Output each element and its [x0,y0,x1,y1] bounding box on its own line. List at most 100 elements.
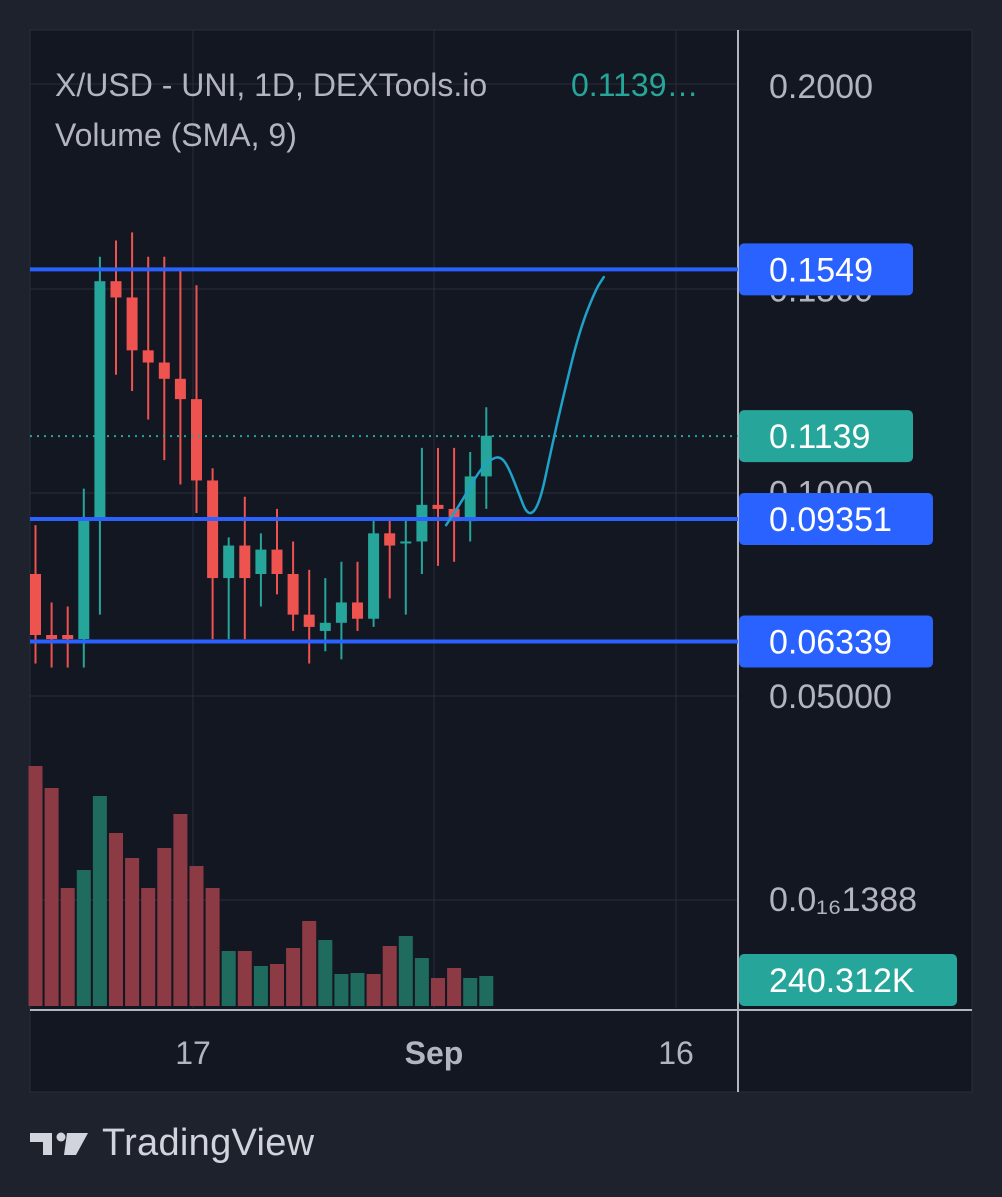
candle-body [303,614,315,627]
candle-body [464,476,476,522]
tradingview-logo-icon [30,1132,88,1155]
candle-body [400,541,412,544]
price-scale-label: 0.05000 [769,678,892,716]
volume-bar [205,888,220,1006]
volume-bar [28,766,43,1006]
candle-body [62,634,74,640]
brand: TradingView [30,1118,314,1168]
volume-bar [76,870,91,1006]
volume-scale-label: 0.0₁₆1388 [769,881,917,919]
volume-bar [44,788,59,1006]
candle-body [368,533,380,619]
candle [303,569,315,664]
last-volume-tag-bg [739,954,957,1006]
candle [432,447,444,566]
volume-bar [157,848,172,1006]
candle [46,602,58,668]
volume-bar [382,946,397,1006]
candle-body [352,602,363,619]
volume-bar [447,968,462,1006]
candle-body [271,549,283,574]
candle-body [335,602,347,623]
candle-body [158,362,170,379]
trend-drawing[interactable] [444,275,606,527]
hline-price-tag[interactable]: 0.09351 [739,493,933,546]
candle-body [174,378,186,400]
candle-body [30,573,41,635]
hline-price-tag[interactable]: 0.06339 [739,615,933,668]
volume-bars [28,766,494,1006]
candle [352,561,363,631]
volume-bar [189,866,204,1006]
candle-body [255,549,267,574]
volume-bar [221,951,236,1006]
time-scale-label: Sep [405,1035,464,1071]
candle-body [110,281,122,298]
volume-bar [463,978,478,1006]
candle-body [94,281,106,518]
candle [464,451,476,542]
candle [62,606,74,668]
hline-price-tag-text: 0.1549 [769,251,873,289]
candle [271,508,283,595]
volume-bar [366,974,381,1006]
candle [110,240,122,375]
last-volume-tag[interactable]: 240.312K [739,954,957,1006]
candle-body [191,399,202,481]
candle [142,256,154,420]
candle [158,256,170,461]
last-price-tag-bg [739,410,913,463]
candle [384,517,396,599]
grid [30,30,972,1092]
candle [207,468,219,640]
candle-body [239,545,251,579]
brand-name: TradingView [102,1121,315,1164]
price-scale[interactable]: 0.20000.15000.10000.050000.0₁₆138817Sep1… [175,68,957,1071]
volume-bar [414,958,429,1006]
volume-bar [237,951,252,1006]
candle-body [46,634,58,640]
hline-price-tag[interactable]: 0.1549 [739,243,913,296]
candle-body [126,297,138,351]
projection-curve[interactable] [444,275,606,527]
candle [174,268,186,485]
candle-body [480,435,492,477]
candle [416,447,428,574]
candle [319,578,331,652]
volume-bar [318,940,333,1006]
last-price-tag[interactable]: 0.1139 [739,410,913,463]
time-scale-label: 17 [175,1035,211,1071]
symbol-line: X/USD - UNI, 1D, DEXTools.io [55,67,487,103]
candle-body [142,350,154,363]
volume-bar [92,796,107,1006]
volume-bar [479,976,494,1006]
candle [94,256,106,615]
candle-body [207,480,219,579]
time-scale-label: 16 [658,1035,694,1071]
volume-bar [125,858,140,1006]
candle [126,232,138,391]
volume-bar [109,833,123,1006]
volume-bar [141,888,156,1006]
candle-body [319,622,331,631]
candle-body [416,504,428,542]
hline-price-tag-bg [739,243,913,296]
candle-body [384,533,396,546]
volume-bar [350,973,365,1006]
volume-bar [398,936,413,1006]
horizontal-lines[interactable] [30,267,738,644]
volume-bar [431,978,445,1006]
candle-body [223,545,235,579]
volume-bar [173,814,188,1006]
candle-body [432,504,444,509]
candles [30,232,492,668]
candle [480,407,492,509]
candle-body [78,517,90,640]
candle [287,541,299,631]
candle [400,517,412,615]
last-price-tag-text: 0.1139 [769,418,870,456]
candle [255,533,267,607]
last-volume-tag-text: 240.312K [769,962,915,1000]
hline-price-tag-text: 0.06339 [769,624,892,662]
